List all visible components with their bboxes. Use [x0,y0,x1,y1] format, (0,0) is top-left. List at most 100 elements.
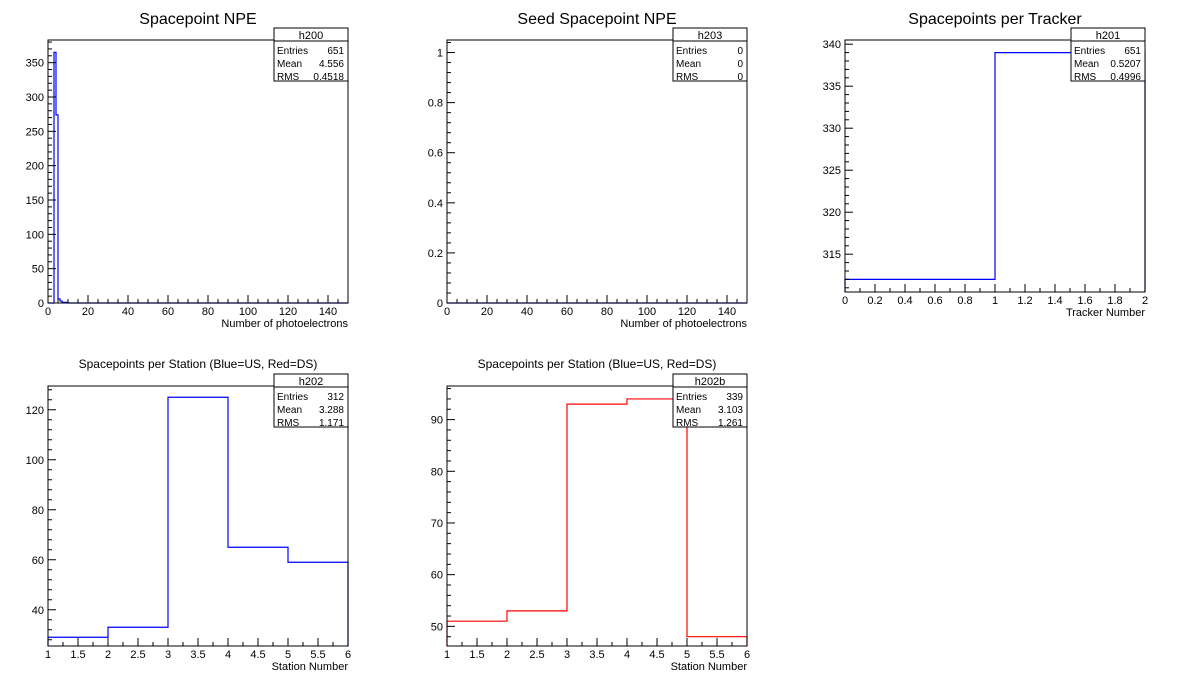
x-tick-label: 140 [718,306,736,318]
x-tick-label: 0.6 [927,295,942,307]
stats-mean-value: 0 [737,59,743,70]
stats-rms-label: RMS [277,72,300,83]
stats-rms-label: RMS [676,72,699,83]
histogram-title: Spacepoints per Station (Blue=US, Red=DS… [478,357,717,371]
x-axis-label: Station Number [671,661,748,673]
y-tick-label: 80 [32,505,44,517]
stats-box [672,27,748,82]
x-axis-label: Station Number [272,661,349,673]
stats-entries-value: 651 [1124,46,1141,57]
x-tick-label: 2 [105,649,111,661]
x-tick-label: 3.5 [190,649,205,661]
x-tick-label: 2.5 [130,649,145,661]
y-tick-label: 50 [32,264,44,276]
y-tick-label: 0.6 [428,148,443,160]
y-tick-label: 100 [26,229,44,241]
x-tick-label: 100 [638,306,656,318]
x-tick-label: 5.5 [709,649,724,661]
histogram-bin [567,404,627,646]
x-tick-label: 0.4 [897,295,912,307]
x-tick-label: 0.8 [957,295,972,307]
y-tick-label: 1 [437,48,443,60]
y-tick-label: 40 [32,605,44,617]
y-tick-label: 200 [26,161,44,173]
y-tick-label: 120 [26,405,44,417]
stats-rms-value: 0.4518 [313,72,344,83]
x-tick-label: 3 [165,649,171,661]
x-tick-label: 1.6 [1077,295,1092,307]
y-tick-label: 340 [823,39,841,51]
stats-name: h202 [299,376,323,388]
stats-entries-value: 0 [737,46,743,57]
stats-mean-label: Mean [676,59,701,70]
y-tick-label: 90 [431,415,443,427]
stats-mean-label: Mean [1074,59,1099,70]
x-tick-label: 80 [202,306,214,318]
y-tick-label: 0.4 [428,198,443,210]
stats-name: h202b [695,376,726,388]
histogram-line [844,52,1146,292]
stats-mean-value: 3.103 [718,405,743,416]
y-tick-label: 60 [431,570,443,582]
histogram-bin [627,399,687,646]
y-tick-label: 100 [26,455,44,467]
x-tick-label: 4.5 [649,649,664,661]
stats-box [273,27,349,82]
histogram-bin [288,562,348,646]
histogram-title: Spacepoints per Station (Blue=US, Red=DS… [79,357,318,371]
x-axis-label: Number of photoelectrons [221,318,348,330]
x-tick-label: 0 [444,306,450,318]
x-tick-label: 80 [601,306,613,318]
histogram-pad-3: Spacepoints per Tracker 0 0.2 0.4 0.6 0.8 1 1.2… [823,11,1148,319]
stats-entries-value: 312 [327,392,344,403]
x-tick-label: 140 [319,306,337,318]
x-tick-label: 5 [285,649,291,661]
stats-entries-label: Entries [676,392,707,403]
y-tick-label: 0.8 [428,98,443,110]
histogram-line [446,398,748,646]
y-tick-label: 315 [823,249,841,261]
histogram-bin [168,397,228,646]
stats-box [672,373,748,428]
stats-rms-label: RMS [277,418,300,429]
x-tick-label: 1.5 [70,649,85,661]
x-tick-label: 3 [564,649,570,661]
stats-rms-value: 0.4996 [1110,72,1141,83]
x-tick-label: 0 [45,306,51,318]
histogram-pad-5: Spacepoints per Station (Blue=US, Red=DS… [431,357,750,673]
stats-rms-value: 0 [737,72,743,83]
histogram-bin [228,547,288,646]
stats-entries-value: 651 [327,46,344,57]
y-tick-label: 325 [823,165,841,177]
stats-rms-label: RMS [676,418,699,429]
stats-mean-value: 4.556 [319,59,344,70]
x-tick-label: 4 [624,649,630,661]
stats-name: h201 [1096,30,1120,42]
stats-box [1070,27,1146,82]
y-tick-label: 250 [26,126,44,138]
stats-rms-value: 1.171 [319,418,344,429]
stats-entries-label: Entries [277,392,308,403]
histogram-pad-4: Spacepoints per Station (Blue=US, Red=DS… [26,357,351,673]
y-tick-label: 50 [431,621,443,633]
y-tick-label: 300 [26,92,44,104]
x-tick-label: 4 [225,649,231,661]
y-tick-label: 0.2 [428,248,443,260]
x-tick-label: 1 [992,295,998,307]
histogram-bin [995,53,1145,292]
stats-box [273,373,349,428]
x-tick-label: 3.5 [589,649,604,661]
x-tick-label: 0.2 [867,295,882,307]
stats-mean-label: Mean [277,405,302,416]
y-tick-label: 330 [823,123,841,135]
x-tick-label: 40 [521,306,533,318]
x-tick-label: 1 [444,649,450,661]
y-tick-label: 0 [38,298,44,310]
x-tick-label: 4.5 [250,649,265,661]
histogram-title: Seed Spacepoint NPE [517,11,676,28]
y-tick-label: 335 [823,81,841,93]
stats-mean-value: 3.288 [319,405,344,416]
x-tick-label: 20 [82,306,94,318]
stats-entries-value: 339 [726,392,743,403]
